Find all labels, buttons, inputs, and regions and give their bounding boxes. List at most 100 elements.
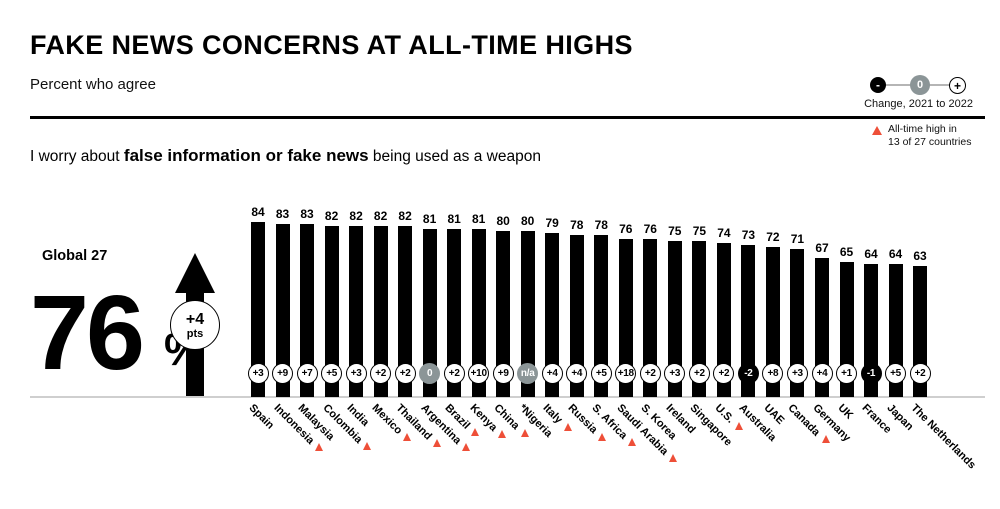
all-time-high-marker-icon (628, 438, 637, 447)
question-emphasis: false information or fake news (123, 146, 369, 165)
header-divider (30, 116, 985, 119)
bar (716, 243, 731, 397)
all-time-high-marker-icon (821, 435, 830, 444)
bar-value-label: 83 (300, 207, 314, 222)
all-time-high-marker-icon (362, 442, 371, 451)
change-badge: +2 (909, 363, 931, 384)
change-badge: +2 (443, 363, 465, 384)
bar (741, 245, 756, 397)
change-badge: -2 (737, 363, 759, 384)
bar-value-label: 81 (447, 211, 461, 226)
change-badge: +2 (713, 363, 735, 384)
all-time-high-marker-icon (461, 443, 470, 452)
legend-minus-circle: - (870, 77, 886, 93)
bar-value-label: 73 (741, 228, 756, 243)
ath-note-line2: 13 of 27 countries (888, 136, 972, 148)
bar (790, 249, 805, 397)
all-time-high-marker-icon (598, 432, 607, 441)
bar-value-label: 67 (815, 240, 829, 255)
survey-question: I worry about false information or fake … (30, 146, 541, 166)
bar (275, 224, 290, 397)
ath-note-line1: All-time high in (888, 123, 957, 135)
global-change-value: +4 (185, 310, 205, 328)
all-time-high-marker-icon (402, 433, 411, 442)
change-badge: +3 (345, 363, 367, 384)
bar (643, 238, 658, 397)
bar (765, 247, 780, 397)
all-time-high-marker-icon (669, 454, 678, 463)
question-prefix: I worry about (30, 148, 124, 165)
bar-value-label: 74 (717, 226, 731, 241)
bar (300, 224, 314, 397)
bar-value-label: 71 (790, 232, 805, 247)
bar (251, 222, 265, 397)
bar (471, 228, 486, 397)
bar (618, 238, 633, 397)
global-change-unit: pts (186, 327, 204, 340)
change-badge: +10 (468, 363, 490, 384)
bar-value-label: 80 (521, 213, 535, 228)
bar-value-label: 82 (349, 209, 363, 224)
change-badge: +3 (664, 363, 686, 384)
all-time-high-marker-icon (563, 422, 572, 431)
bar (667, 241, 682, 397)
bar (569, 234, 584, 397)
bar-value-label: 64 (888, 246, 903, 261)
bar-value-label: 81 (422, 211, 437, 226)
change-badge: +18 (615, 363, 637, 384)
bar (815, 257, 829, 397)
global-value: 76 (30, 274, 145, 392)
change-badge: +4 (541, 363, 563, 384)
change-badge: +9 (272, 363, 293, 384)
bar-value-label: 80 (496, 213, 510, 228)
change-badge: +5 (321, 363, 343, 384)
bar-value-label: 64 (864, 246, 878, 261)
change-badge: -1 (860, 363, 882, 384)
change-badge: +1 (836, 363, 857, 384)
bar-value-label: 75 (692, 224, 707, 238)
bar-value-label: 78 (570, 217, 584, 232)
bar-value-label: 63 (913, 249, 927, 263)
change-badge: +5 (590, 363, 612, 384)
all-time-high-marker-icon (314, 443, 323, 452)
global-label: Global 27 (42, 248, 108, 264)
bar-value-label: 72 (766, 230, 780, 245)
change-badge: +5 (885, 363, 906, 384)
bar-value-label: 82 (373, 209, 388, 224)
bar-value-label: 82 (324, 209, 339, 224)
change-badge: +4 (811, 363, 833, 384)
country-label: Spain (246, 402, 277, 432)
all-time-high-note: All-time high in 13 of 27 countries (888, 123, 971, 149)
change-badge: +3 (247, 363, 269, 384)
change-badge: +7 (296, 363, 318, 384)
change-badge: n/a (517, 363, 539, 384)
bar-value-label: 84 (251, 205, 265, 220)
bar-value-label: 82 (398, 209, 412, 224)
bar-value-label: 83 (275, 207, 290, 222)
legend-plus-circle: + (949, 77, 966, 94)
up-arrow-icon (175, 253, 215, 293)
change-badge: +2 (639, 363, 661, 384)
change-badge: 0 (419, 363, 441, 384)
bar (447, 228, 462, 397)
country-label: UK (835, 402, 855, 422)
bar (594, 234, 609, 397)
change-badge: +4 (566, 363, 588, 384)
bar (520, 230, 535, 397)
change-badge: +2 (394, 363, 416, 384)
bar-value-label: 79 (545, 215, 559, 230)
bar (349, 226, 364, 397)
page-subtitle: Percent who agree (30, 76, 156, 93)
bar-value-label: 78 (594, 217, 608, 232)
bar-value-label: 76 (619, 221, 633, 236)
all-time-high-marker-icon (432, 438, 441, 447)
axis-baseline (30, 396, 985, 398)
bar (398, 226, 413, 397)
change-badge: +2 (370, 363, 392, 384)
question-suffix: being used as a weapon (368, 148, 541, 165)
change-badge: +2 (688, 363, 710, 384)
bar (422, 228, 437, 397)
all-time-high-marker-icon (734, 421, 743, 430)
legend-zero-circle: 0 (910, 75, 930, 95)
